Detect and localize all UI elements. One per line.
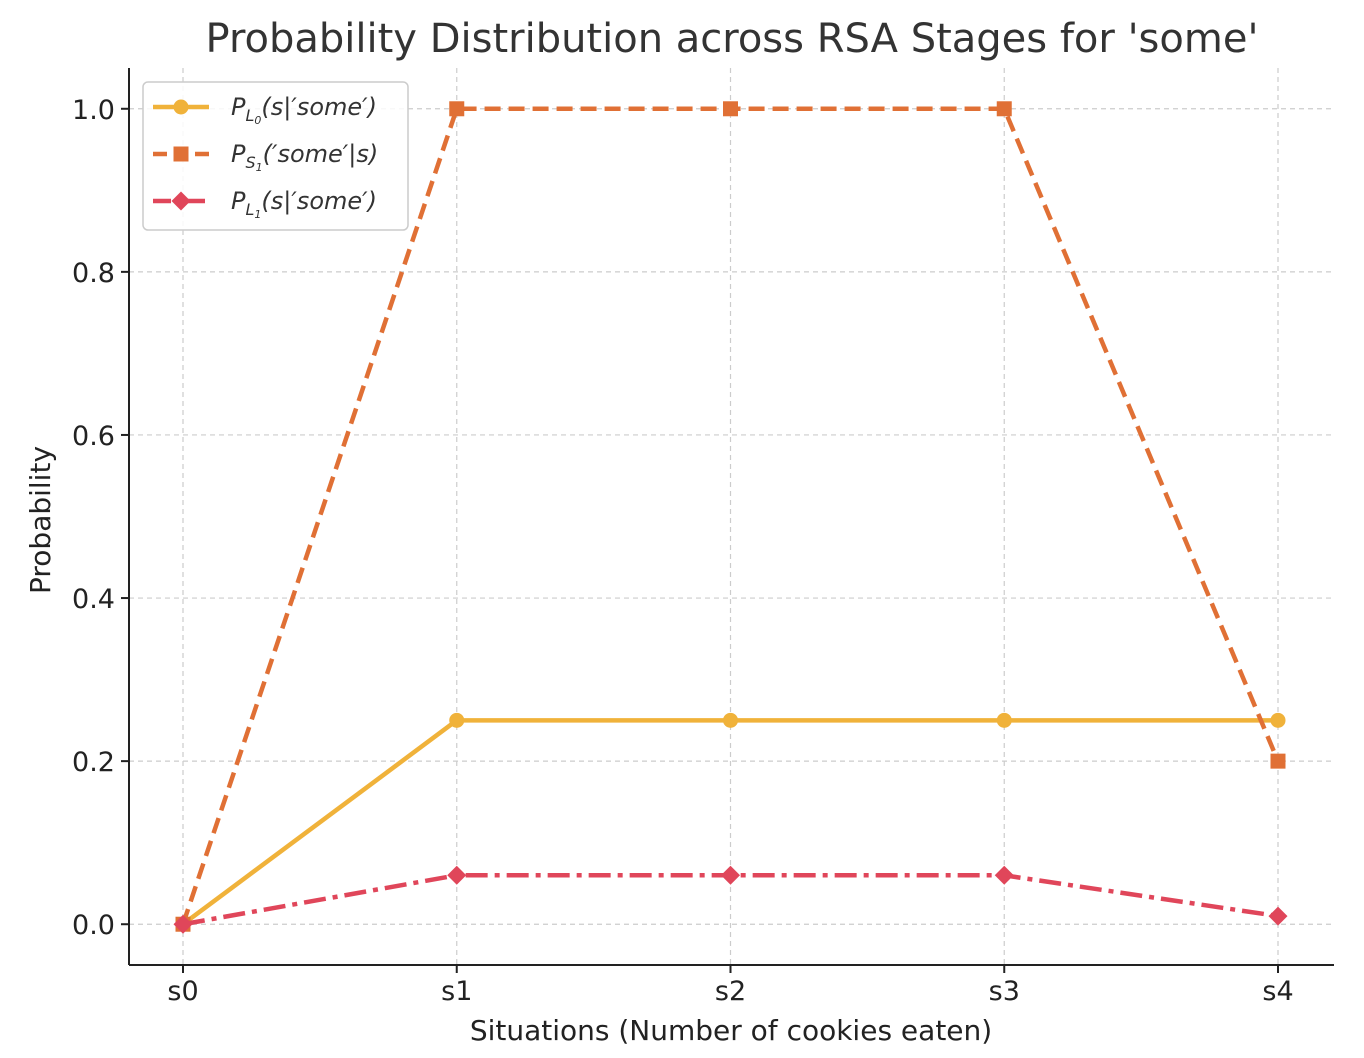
y-tick-label: 0.8 <box>72 258 115 289</box>
legend-entry: PL1(s|′some′) <box>231 187 377 221</box>
data-point <box>1270 753 1286 769</box>
legend-entry: PS1(′some′|s) <box>231 140 378 174</box>
x-tick-label: s4 <box>1262 976 1293 1007</box>
data-point <box>994 865 1014 885</box>
y-tick-label: 1.0 <box>72 95 115 126</box>
data-point <box>723 101 738 117</box>
legend: PL0(s|′some′) PS1(′some′|s) PL1(s|′some′) <box>142 81 409 231</box>
legend-box <box>142 81 409 231</box>
y-tick-label: 0.6 <box>72 421 115 452</box>
y-tick-label: 0.2 <box>72 747 115 778</box>
data-point <box>449 712 465 728</box>
x-tick-label: s2 <box>715 976 746 1007</box>
data-point <box>1270 712 1286 728</box>
data-point <box>721 865 740 885</box>
y-tick-labels: 0.0 0.2 0.4 0.6 0.8 1.0 <box>72 95 115 941</box>
chart-title: Probability Distribution across RSA Stag… <box>206 16 1259 62</box>
x-tick-labels: s0 s1 s2 s3 s4 <box>167 976 1293 1007</box>
legend-entry: PL0(s|′some′) <box>231 93 377 127</box>
x-tick-label: s0 <box>167 976 198 1007</box>
y-tick-label: 0.0 <box>72 910 115 941</box>
legend-marker-2 <box>171 191 191 211</box>
legend-marker-1 <box>173 146 189 162</box>
data-point <box>996 101 1012 117</box>
series-layer <box>173 101 1288 934</box>
data-point <box>449 101 465 117</box>
data-point <box>1268 906 1288 926</box>
data-point <box>996 712 1012 728</box>
data-point <box>447 865 467 885</box>
x-tick-label: s3 <box>989 976 1020 1007</box>
y-axis-label: Probability <box>24 446 57 594</box>
series-1 <box>175 101 1286 932</box>
series-2 <box>173 865 1288 934</box>
x-axis-label: Situations (Number of cookies eaten) <box>470 1014 992 1047</box>
axes <box>121 68 1334 973</box>
data-point <box>723 712 738 728</box>
legend-marker-0 <box>173 99 189 115</box>
data-point <box>173 914 193 934</box>
x-tick-label: s1 <box>441 976 472 1007</box>
y-tick-label: 0.4 <box>72 584 115 615</box>
